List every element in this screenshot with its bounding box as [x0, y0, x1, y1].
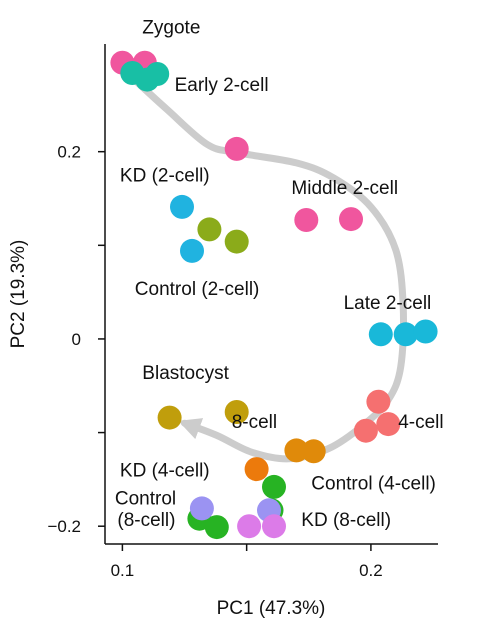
x-axis-title: PC1 (47.3%): [217, 598, 326, 619]
data-point: [204, 515, 229, 540]
y-tick-label: −0.2: [47, 517, 81, 536]
group-label: Control: [115, 489, 176, 510]
group-label: Middle 2-cell: [291, 178, 398, 199]
x-tick-label: 0.2: [359, 561, 383, 580]
data-point: [224, 229, 249, 254]
data-point: [244, 457, 269, 482]
data-point: [224, 400, 249, 424]
group-label: Blastocyst: [142, 363, 229, 384]
data-point: [237, 514, 262, 539]
group-label: Control (4-cell): [311, 474, 436, 495]
data-point: [262, 474, 286, 499]
trajectory: [128, 74, 407, 463]
data-point: [376, 412, 401, 437]
data-point: [145, 62, 170, 86]
data-point: [197, 217, 222, 242]
group-label: Late 2-cell: [344, 293, 432, 314]
group-label: KD (2-cell): [120, 166, 210, 187]
x-tick-label: 0.1: [111, 561, 135, 580]
group-label: KD (8-cell): [301, 510, 391, 531]
data-point: [189, 496, 214, 521]
group-label: 8-cell: [232, 412, 277, 433]
data-point: [413, 319, 438, 344]
group-label: KD (4-cell): [120, 461, 210, 482]
data-points: [110, 50, 438, 540]
trajectory-arrow: [128, 74, 407, 463]
group-label: 4-cell: [398, 412, 443, 433]
data-point: [294, 208, 319, 232]
data-point: [262, 514, 286, 539]
y-axis-title: PC2 (19.3%): [8, 240, 29, 349]
data-point: [339, 207, 363, 232]
data-point: [284, 438, 309, 463]
y-tick-label: 0: [72, 330, 81, 349]
group-label: Zygote: [142, 18, 200, 39]
data-point: [368, 322, 393, 347]
axis-ticks: 0.1 0.2 0.2 0 −0.2: [47, 143, 382, 580]
axes: [104, 44, 438, 545]
annotations: Zygote Early 2-cell KD (2-cell) Middle 2-ce…: [115, 18, 444, 532]
group-label: Early 2-cell: [175, 75, 269, 96]
data-point: [353, 418, 378, 443]
y-tick-label: 0.2: [57, 143, 81, 162]
group-label: Control (2-cell): [135, 279, 260, 300]
data-point: [157, 405, 182, 430]
data-point: [301, 439, 326, 464]
data-point: [180, 238, 204, 263]
data-point: [170, 194, 194, 219]
data-point: [393, 322, 418, 347]
data-point: [366, 389, 391, 414]
data-point: [224, 136, 249, 161]
group-label: (8-cell): [117, 510, 175, 531]
